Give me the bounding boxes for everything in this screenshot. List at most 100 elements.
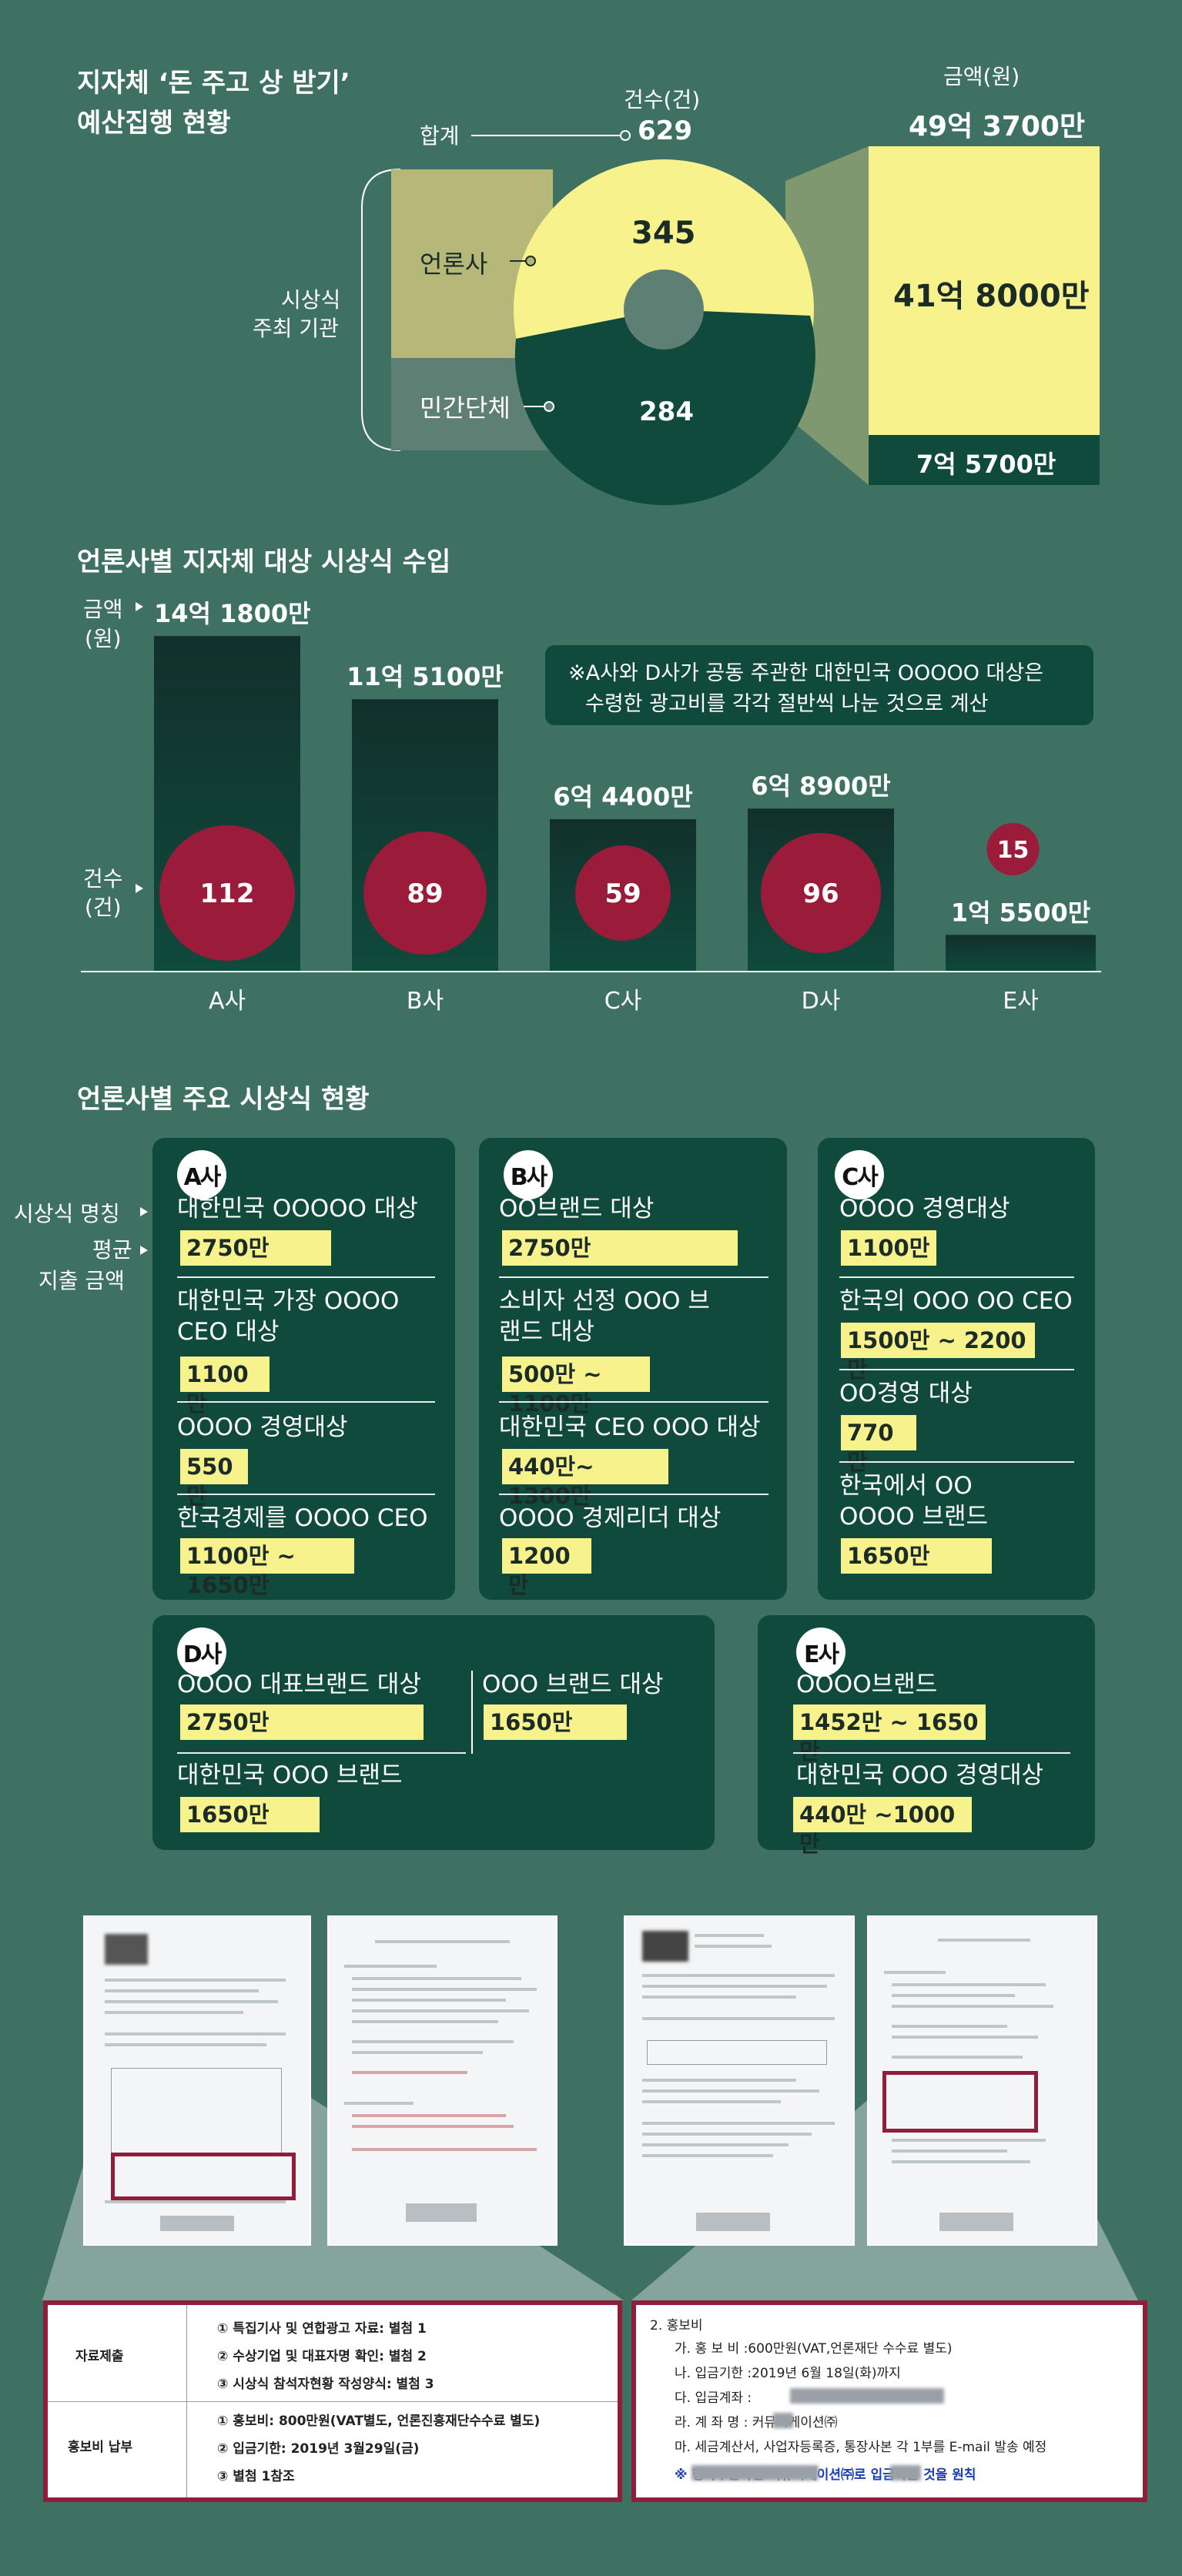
highlight-box [111, 2153, 296, 2200]
chart-note-box: ※A사와 D사가 공동 주관한 대한민국 OOOOO 대상은 수령한 광고비를 … [545, 645, 1093, 725]
category-label: E사 [1003, 988, 1039, 1015]
redaction-block [773, 2413, 793, 2428]
bar-value-label: 14억 1800만 [154, 599, 311, 628]
company-badge: E사 [796, 1628, 845, 1677]
text-line [892, 1983, 1046, 1986]
text-line [352, 2009, 529, 2012]
total-leader-dot [620, 130, 631, 141]
zoom-row1-label: 자료제출 [75, 2349, 124, 2364]
award-separator [793, 1752, 1070, 1754]
text-line [642, 2154, 773, 2157]
amount-bar-press [869, 146, 1100, 435]
civil-leader-dot [544, 401, 554, 412]
award-cost: 2750만 [502, 1230, 738, 1266]
award-separator [839, 1461, 1074, 1463]
text-line [642, 1985, 827, 1988]
text-line [352, 2125, 514, 2128]
count-circle [363, 831, 487, 955]
award-name: OOOO 경영대상 [839, 1195, 1010, 1223]
bar-value-label: 11억 5100만 [347, 662, 504, 691]
press-leader-dot [525, 256, 536, 266]
company-badge: C사 [835, 1150, 884, 1199]
award-name: 한국의 OOO OO CEO [839, 1287, 1073, 1315]
press-count: 345 [631, 216, 696, 251]
chart-note-line1: ※A사와 D사가 공동 주관한 대한민국 OOOOO 대상은 [568, 661, 1044, 685]
award-cost: 1100만 [841, 1230, 936, 1266]
stamp-block [939, 2213, 1013, 2231]
award-name: 소비자 선정 OOO 브랜드 대상 [499, 1287, 710, 1347]
award-name: OO브랜드 대상 [499, 1195, 655, 1223]
zoom-line: 라. 계 좌 명 : 커뮤니케이션㈜ [675, 2415, 838, 2430]
award-name: 대한민국 가장 OOOO CEO 대상 [177, 1287, 400, 1347]
award-name: OOOO브랜드 [796, 1671, 938, 1698]
count-label: 15 [997, 837, 1030, 864]
category-label: A사 [209, 988, 246, 1015]
zoom-row2-item: ② 입금기한: 2019년 3월29일(금) [217, 2441, 420, 2457]
company-badge: B사 [504, 1150, 553, 1199]
award-cost: 1650만 [841, 1538, 992, 1574]
text-line [892, 2139, 1046, 2142]
text-line [352, 1999, 506, 2002]
host-label-1: 시상식 [281, 287, 341, 313]
total-amount: 49억 3700만 [909, 111, 1086, 142]
zoom-line: 마. 세금계산서, 사업자등록증, 통장사본 각 1부를 E-mail 발송 예… [675, 2440, 1047, 2455]
award-cost: 1200만 [502, 1538, 591, 1598]
text-line [344, 2102, 414, 2105]
text-line [352, 1988, 537, 1991]
text-line [892, 2036, 1038, 2039]
text-line [352, 1977, 521, 1980]
revenue-bar-chart: 14억 1800만 112 A사 11억 5100만 89 B사 6억 4400만 59 C사 6… [81, 599, 1101, 1015]
legend-cost-1: 평균 [92, 1237, 132, 1263]
total-count: 629 [638, 115, 692, 146]
host-bracket [361, 169, 401, 451]
press-label: 언론사 [420, 249, 488, 279]
text-line [352, 2020, 498, 2023]
text-line [642, 1996, 796, 1999]
award-name: OOOO 대표브랜드 대상 [177, 1671, 421, 1698]
zoom-line: 나. 입금기한 :2019년 6월 18일(화)까지 [675, 2366, 901, 2381]
zoom-line: 다. 입금계좌 : [675, 2390, 752, 2406]
award-cost: 500만 ~ 1100만 [502, 1357, 650, 1417]
text-line [352, 2114, 506, 2117]
text-line [892, 1994, 1015, 1997]
donut-civil [514, 309, 815, 506]
award-name: 한국에서 OO OOOO 브랜드 [839, 1472, 989, 1531]
award-separator [177, 1401, 435, 1403]
award-cost: 770만 [841, 1415, 916, 1475]
bar-value-label: 6억 4400만 [553, 782, 692, 811]
zoom-row2-item: ③ 별첨 1참조 [217, 2469, 295, 2484]
text-line [892, 2056, 1023, 2059]
award-cost: 2750만 [180, 1705, 424, 1740]
legend-cost-arrow [140, 1246, 148, 1255]
award-name: 대한민국 OOOOO 대상 [177, 1195, 418, 1223]
text-line [642, 2079, 796, 2082]
count-axis-label-2: (건) [85, 895, 122, 920]
awards-title: 언론사별 주요 시상식 현황 [77, 1084, 370, 1115]
count-circle [575, 845, 671, 941]
award-cost: 1650만 [484, 1705, 627, 1740]
press-amount: 41억 8000만 [893, 279, 1090, 314]
redaction-block [790, 2388, 944, 2404]
text-line [892, 2025, 1007, 2028]
category-label: C사 [604, 988, 642, 1015]
text-line [892, 2149, 1007, 2153]
zoom-row1-item: ① 특집기사 및 연합광고 자료: 별첨 1 [217, 2321, 427, 2337]
count-circle [159, 825, 295, 961]
award-cost: 440만 ~1000만 [793, 1797, 972, 1857]
doc-table [111, 2068, 282, 2154]
stamp-block [696, 2213, 770, 2231]
redaction-block [890, 2465, 921, 2481]
award-separator [499, 1494, 768, 1495]
count-header: 건수(건) [624, 87, 701, 112]
text-line [695, 1945, 772, 1948]
award-separator [177, 1752, 466, 1754]
main-title-line1: 지자체 ‘돈 주고 상 받기’ [77, 68, 350, 99]
total-leader-line [471, 135, 621, 136]
count-circle [761, 833, 881, 953]
bar [946, 935, 1096, 972]
text-line [642, 2143, 789, 2146]
award-separator [499, 1401, 768, 1403]
award-separator [177, 1276, 435, 1278]
count-circle [986, 823, 1040, 875]
award-separator [177, 1494, 435, 1495]
